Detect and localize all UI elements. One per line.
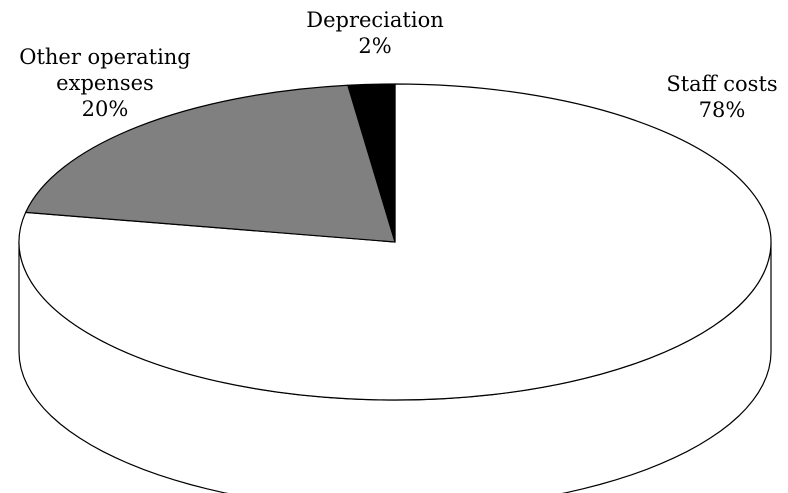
slice-label-depreciation: Depreciation 2% (290, 7, 460, 59)
slice-label-staff-value: 78% (698, 98, 746, 122)
slice-label-depreciation-value: 2% (358, 34, 392, 58)
pie-slice-depreciation (347, 83, 396, 243)
slice-label-depreciation-name: Depreciation (306, 8, 444, 32)
pie-slice-other-operating-expenses (25, 84, 396, 243)
slice-label-other-value: 20% (81, 97, 129, 121)
slice-label-other-name-line2: expenses (56, 71, 154, 95)
slice-label-other-operating-expenses: Other operating expenses 20% (0, 44, 210, 122)
slice-label-other-name-line1: Other operating (19, 45, 191, 69)
slice-label-staff-costs: Staff costs 78% (652, 71, 788, 123)
slice-label-staff-name: Staff costs (666, 72, 778, 96)
